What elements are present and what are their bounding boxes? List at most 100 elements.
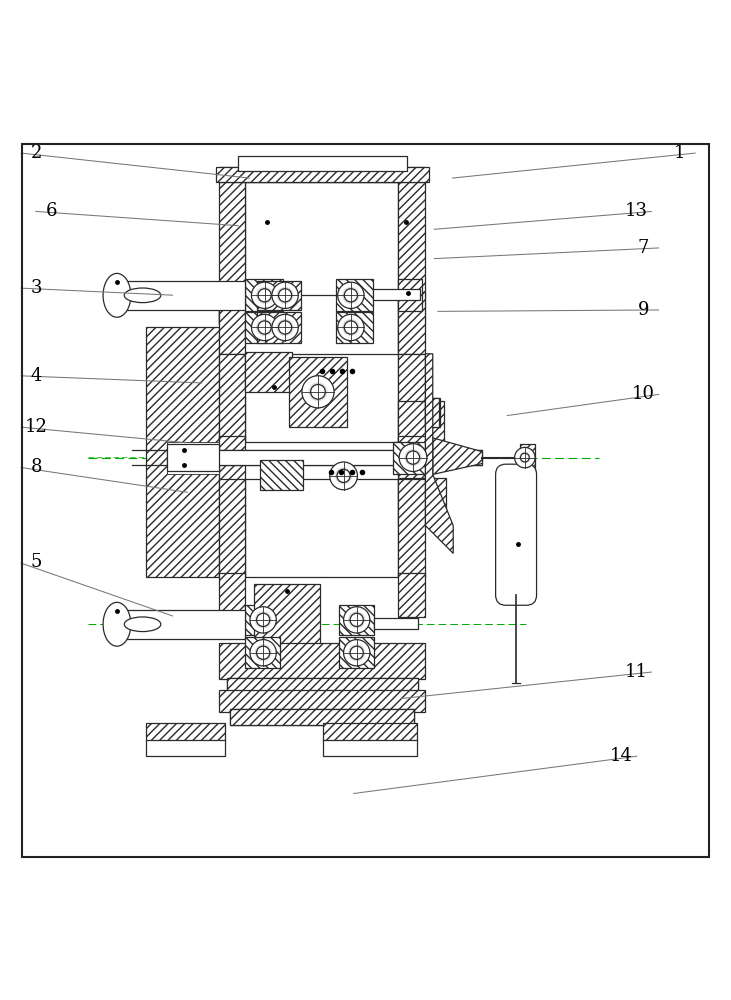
FancyBboxPatch shape: [496, 464, 537, 605]
Circle shape: [311, 385, 325, 399]
Circle shape: [344, 640, 370, 666]
Bar: [167, 442, 219, 474]
Polygon shape: [425, 354, 453, 553]
Circle shape: [254, 611, 272, 628]
Bar: [238, 156, 407, 171]
Circle shape: [302, 376, 334, 408]
Bar: [219, 690, 425, 712]
Bar: [245, 352, 292, 392]
Text: 3: 3: [31, 279, 42, 297]
Circle shape: [276, 287, 294, 304]
Circle shape: [399, 444, 427, 471]
Circle shape: [520, 453, 529, 462]
Circle shape: [308, 382, 327, 401]
Bar: [230, 709, 414, 725]
Bar: [216, 167, 429, 182]
Bar: [374, 618, 418, 629]
Text: 14: 14: [610, 747, 633, 765]
Bar: [245, 605, 280, 635]
Bar: [398, 479, 425, 577]
Bar: [167, 444, 219, 471]
Bar: [425, 398, 440, 427]
Circle shape: [348, 644, 366, 661]
Bar: [245, 354, 398, 442]
Circle shape: [279, 289, 292, 302]
Circle shape: [344, 321, 357, 334]
Ellipse shape: [124, 288, 161, 303]
Text: 9: 9: [637, 301, 649, 319]
Bar: [219, 643, 425, 679]
Bar: [398, 478, 446, 526]
Bar: [245, 279, 283, 311]
Circle shape: [344, 289, 357, 302]
Bar: [398, 436, 425, 480]
Circle shape: [337, 469, 350, 482]
Bar: [373, 289, 420, 300]
Circle shape: [335, 467, 352, 484]
Circle shape: [251, 282, 278, 308]
Bar: [425, 398, 439, 427]
Bar: [398, 279, 422, 311]
Bar: [245, 479, 398, 577]
Bar: [219, 354, 245, 442]
Bar: [245, 182, 398, 295]
Circle shape: [250, 607, 276, 633]
Bar: [260, 460, 303, 490]
Bar: [219, 573, 245, 617]
Bar: [398, 182, 425, 295]
Circle shape: [515, 447, 535, 468]
Bar: [245, 637, 280, 668]
Circle shape: [350, 613, 363, 626]
Circle shape: [256, 319, 273, 336]
Bar: [398, 354, 425, 442]
Bar: [227, 678, 418, 694]
Circle shape: [257, 613, 270, 626]
Bar: [336, 279, 373, 311]
Text: 6: 6: [45, 202, 57, 220]
Bar: [146, 723, 225, 741]
Bar: [323, 723, 417, 741]
Text: 13: 13: [624, 202, 648, 220]
Text: 7: 7: [637, 239, 649, 257]
Circle shape: [338, 314, 364, 341]
Bar: [339, 637, 374, 668]
Text: 8: 8: [31, 458, 42, 476]
Circle shape: [251, 314, 278, 341]
Ellipse shape: [103, 273, 131, 317]
Circle shape: [342, 287, 360, 304]
Bar: [219, 167, 425, 182]
Polygon shape: [219, 295, 245, 354]
Bar: [219, 292, 245, 354]
Circle shape: [330, 462, 357, 490]
Circle shape: [272, 282, 298, 308]
Circle shape: [406, 451, 420, 464]
Bar: [219, 182, 245, 295]
Bar: [393, 442, 425, 474]
Bar: [227, 678, 418, 694]
Text: 4: 4: [31, 367, 42, 385]
Circle shape: [250, 640, 276, 666]
Bar: [520, 444, 535, 471]
Ellipse shape: [103, 602, 131, 646]
Ellipse shape: [124, 617, 161, 632]
Polygon shape: [398, 295, 425, 354]
Bar: [113, 281, 245, 310]
Bar: [113, 610, 245, 639]
Text: 10: 10: [632, 385, 655, 403]
Text: 11: 11: [624, 663, 648, 681]
Circle shape: [344, 607, 370, 633]
Circle shape: [256, 287, 273, 304]
Text: 2: 2: [31, 144, 42, 162]
Circle shape: [350, 646, 363, 659]
Bar: [398, 292, 425, 354]
Bar: [323, 740, 417, 756]
Bar: [289, 357, 347, 427]
Circle shape: [342, 319, 360, 336]
Circle shape: [348, 611, 366, 628]
Circle shape: [272, 314, 298, 341]
Bar: [245, 312, 283, 343]
Circle shape: [404, 449, 422, 466]
Bar: [230, 709, 414, 725]
Bar: [339, 605, 374, 635]
Bar: [336, 312, 373, 343]
